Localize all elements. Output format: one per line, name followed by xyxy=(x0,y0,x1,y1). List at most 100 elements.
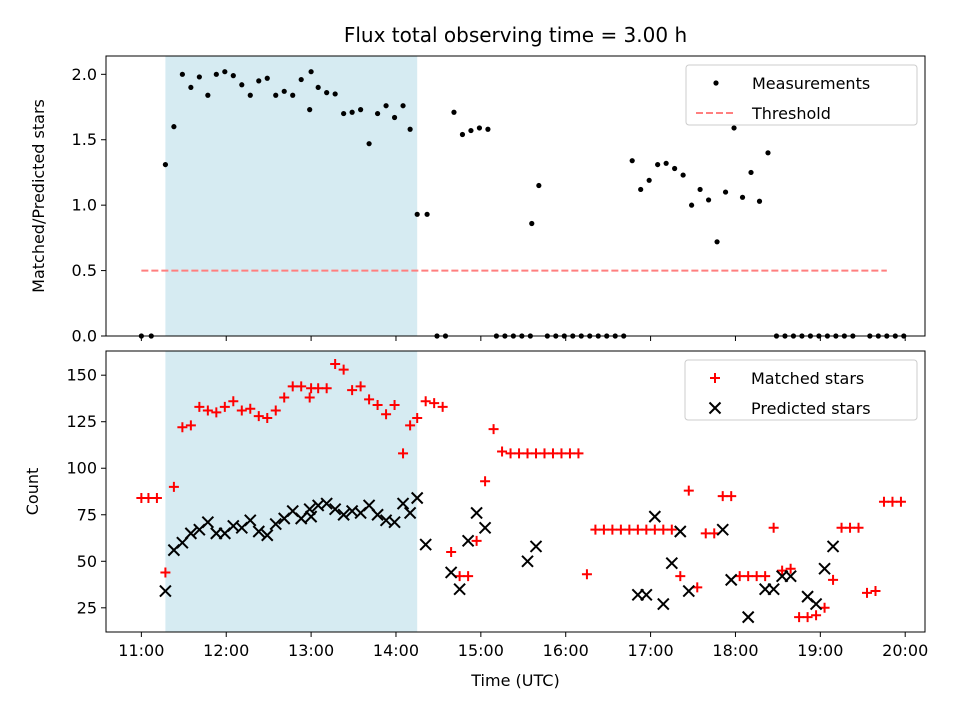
matched-star-point xyxy=(355,381,366,392)
matched-star-point xyxy=(573,448,584,459)
matched-star-point xyxy=(734,571,745,582)
measurement-point xyxy=(765,150,771,156)
y-tick-label: 0.0 xyxy=(72,327,97,346)
y-tick-label: 2.0 xyxy=(72,65,97,84)
legend: Measurements Threshold xyxy=(685,64,918,126)
matched-star-point xyxy=(666,524,677,535)
predicted-star-point xyxy=(159,584,172,598)
measurement-point xyxy=(332,91,338,97)
measurement-point xyxy=(646,177,652,183)
measurement-point xyxy=(748,169,754,176)
x-tick-label: 15:00 xyxy=(458,641,504,660)
matched-star-point xyxy=(372,399,383,410)
matched-star-point xyxy=(279,392,290,403)
predicted-star-point xyxy=(657,597,670,611)
matched-star-point xyxy=(177,422,188,433)
matched-star-point xyxy=(531,448,542,459)
y-tick-label: 1.0 xyxy=(72,196,97,215)
x-tick-label: 13:00 xyxy=(288,641,334,660)
bottom-panel: 11:00 12:00 13:00 14:00 15:00 16:00 17:00 18:00… xyxy=(23,350,928,690)
y-tick-label: 0.5 xyxy=(72,261,97,280)
x-tick-label: 17:00 xyxy=(628,641,674,660)
matched-star-point xyxy=(480,476,491,487)
matched-star-point xyxy=(245,403,256,414)
matched-star-point xyxy=(253,411,264,422)
predicted-star-point xyxy=(478,521,492,534)
y-axis-label: Matched/Predicted stars xyxy=(29,99,48,293)
predicted-star-point xyxy=(371,508,384,521)
matched-star-point xyxy=(514,448,525,459)
measurement-point xyxy=(374,110,381,117)
matched-star-point xyxy=(836,522,847,533)
measurement-point xyxy=(739,194,746,200)
measurement-point xyxy=(680,172,686,178)
measurement-point xyxy=(239,82,245,88)
highlight-span xyxy=(165,56,418,336)
predicted-star-point xyxy=(674,525,687,538)
measurement-point xyxy=(171,124,177,130)
matched-star-point xyxy=(887,496,898,507)
matched-star-point xyxy=(313,383,324,394)
predicted-star-point xyxy=(419,538,432,551)
legend-box xyxy=(685,64,918,126)
matched-star-point xyxy=(564,448,575,459)
measurement-point xyxy=(213,71,219,77)
matched-star-point xyxy=(632,524,643,535)
matched-star-point xyxy=(338,364,349,375)
predicted-star-point xyxy=(184,527,198,540)
matched-star-point xyxy=(488,424,499,435)
matched-star-point xyxy=(330,359,341,370)
matched-star-point xyxy=(429,398,440,409)
matched-star-point xyxy=(304,392,315,403)
x-axis-label: Time (UTC) xyxy=(470,671,559,690)
matched-star-point xyxy=(228,396,239,407)
matched-star-point xyxy=(437,401,448,412)
measurement-point xyxy=(179,71,185,77)
predicted-star-point xyxy=(444,566,458,579)
x-tick-label: 11:00 xyxy=(118,641,164,660)
measurement-point xyxy=(629,158,635,164)
matched-star-point xyxy=(522,448,533,459)
x-tick-label: 20:00 xyxy=(882,641,928,660)
predicted-star-point xyxy=(767,582,780,596)
matched-star-point xyxy=(828,574,839,585)
measurement-point xyxy=(247,92,253,98)
measurement-point xyxy=(324,90,330,96)
matched-star-point xyxy=(743,571,754,582)
series-predicted-stars xyxy=(159,491,840,624)
matched-star-point xyxy=(607,524,618,535)
measurement-point xyxy=(756,198,763,204)
matched-star-point xyxy=(219,401,230,412)
predicted-star-point xyxy=(640,588,653,601)
matched-star-point xyxy=(794,612,805,623)
measurement-point xyxy=(459,131,466,138)
measurement-point xyxy=(264,75,270,81)
matched-star-point xyxy=(151,493,162,504)
predicted-star-point xyxy=(716,523,729,536)
matched-star-point xyxy=(405,420,416,431)
predicted-star-point xyxy=(826,540,840,553)
matched-star-point xyxy=(547,448,558,459)
x-tick-label: 12:00 xyxy=(203,641,249,660)
measurement-point xyxy=(196,74,202,80)
matched-star-point xyxy=(878,496,889,507)
measurement-point xyxy=(485,126,491,132)
y-tick-label: 50 xyxy=(77,552,97,571)
matched-star-point xyxy=(870,586,881,597)
measurement-point xyxy=(383,103,389,109)
predicted-star-point xyxy=(261,529,274,542)
matched-star-point xyxy=(709,528,720,539)
predicted-star-point xyxy=(741,610,755,624)
measurement-point xyxy=(366,141,372,147)
measurement-point xyxy=(222,69,228,75)
matched-star-point xyxy=(389,399,400,410)
matched-star-point xyxy=(463,571,474,582)
measurement-point xyxy=(414,211,420,217)
predicted-star-point xyxy=(665,556,679,570)
legend-label: Matched stars xyxy=(751,369,864,388)
matched-star-point xyxy=(446,546,457,557)
chart-title: Flux total observing time = 3.00 h xyxy=(344,23,687,47)
matched-star-point xyxy=(845,522,856,533)
matched-star-point xyxy=(590,524,601,535)
legend-label: Predicted stars xyxy=(751,399,871,418)
